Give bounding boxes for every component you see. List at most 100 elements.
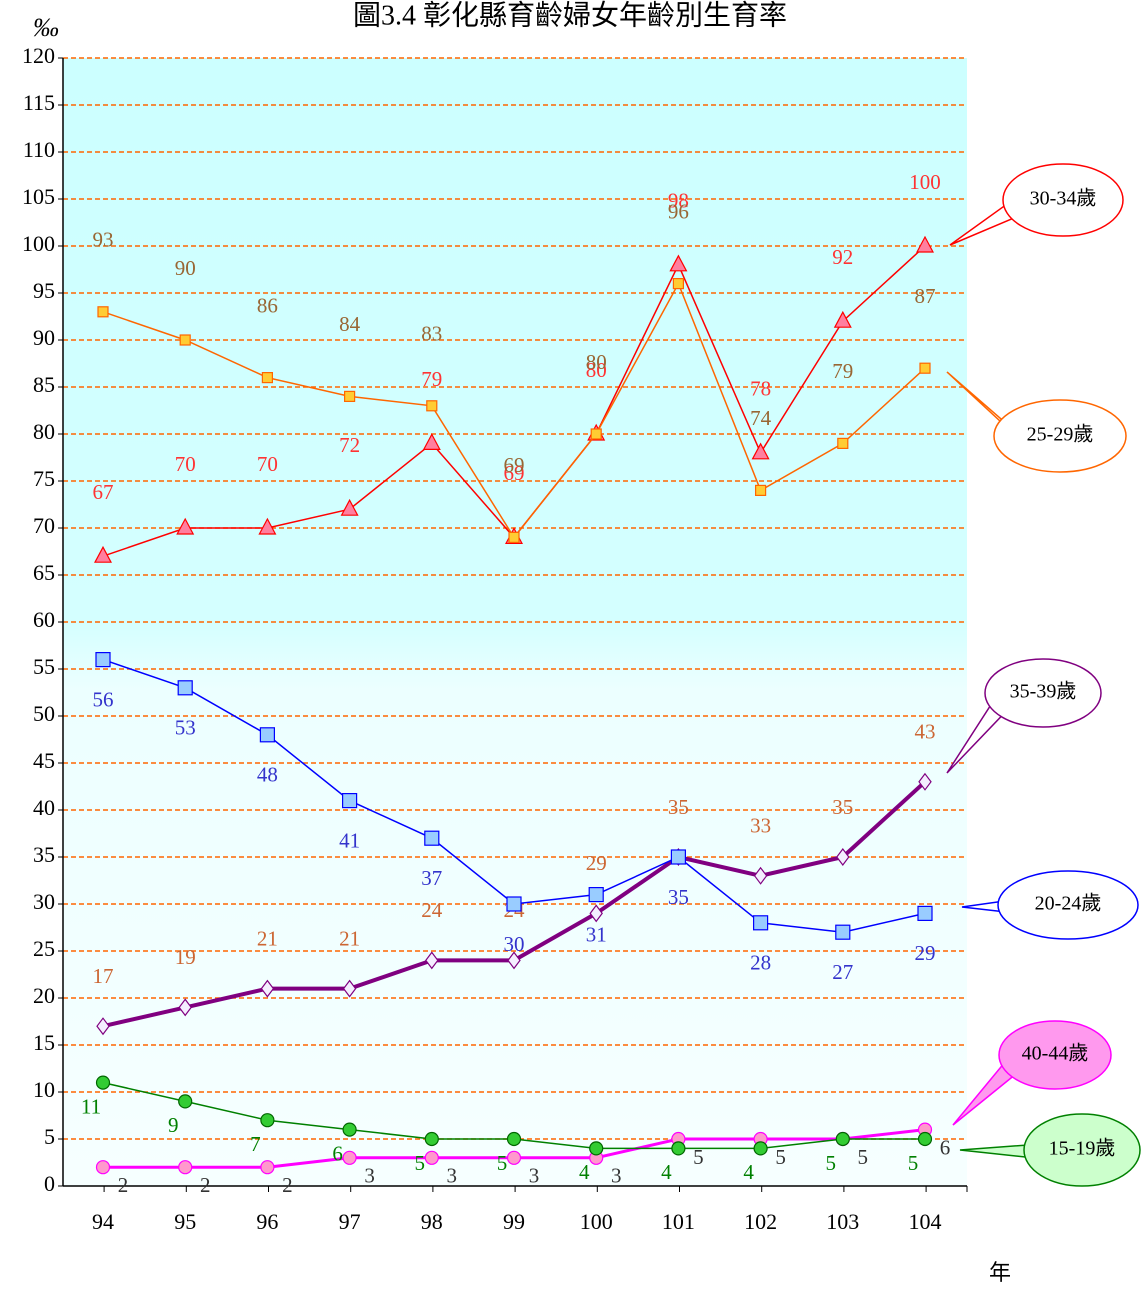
legend-label: 30-34歲 bbox=[1030, 187, 1097, 210]
marker bbox=[97, 306, 109, 318]
data-label: 6 bbox=[332, 1141, 343, 1165]
y-tick-label: 25 bbox=[33, 936, 55, 961]
x-tick-label: 97 bbox=[339, 1209, 361, 1234]
y-tick-label: 10 bbox=[33, 1077, 55, 1102]
y-tick-label: 120 bbox=[22, 43, 55, 68]
data-label: 3 bbox=[529, 1164, 540, 1188]
marker bbox=[340, 498, 359, 516]
legend-callout bbox=[998, 1020, 1112, 1090]
marker bbox=[507, 951, 521, 970]
data-label: 29 bbox=[586, 851, 607, 875]
y-tick-label: 75 bbox=[33, 466, 55, 491]
x-tick-label: 102 bbox=[744, 1209, 777, 1234]
x-tick-label: 101 bbox=[662, 1209, 695, 1234]
marker bbox=[260, 979, 275, 998]
y-tick-label: 70 bbox=[33, 513, 55, 538]
marker bbox=[753, 866, 768, 885]
marker bbox=[342, 792, 358, 809]
data-label: 79 bbox=[421, 367, 442, 391]
marker bbox=[917, 905, 933, 922]
data-label: 69 bbox=[504, 453, 525, 477]
data-label: 4 bbox=[579, 1160, 590, 1184]
data-label: 70 bbox=[175, 452, 196, 476]
y-tick-label: 40 bbox=[33, 795, 55, 820]
data-label: 100 bbox=[909, 170, 941, 194]
marker bbox=[178, 998, 192, 1017]
marker bbox=[917, 1131, 933, 1147]
data-label: 2 bbox=[282, 1173, 293, 1197]
data-label: 37 bbox=[421, 866, 442, 890]
marker bbox=[95, 651, 111, 668]
y-tick-label: 80 bbox=[33, 419, 55, 444]
data-label: 78 bbox=[750, 377, 771, 401]
data-label: 84 bbox=[339, 312, 361, 336]
legend-callout bbox=[997, 870, 1139, 940]
y-tick-label: 15 bbox=[33, 1030, 55, 1055]
data-label: 21 bbox=[257, 926, 278, 950]
marker bbox=[836, 848, 850, 866]
data-label: 92 bbox=[832, 245, 853, 269]
data-label: 28 bbox=[750, 951, 771, 975]
marker bbox=[425, 951, 439, 970]
marker bbox=[177, 680, 193, 696]
y-tick-label: 90 bbox=[33, 325, 55, 350]
data-label: 29 bbox=[915, 941, 936, 965]
data-label: 35 bbox=[832, 795, 853, 819]
data-label: 74 bbox=[750, 406, 772, 430]
data-label: 6 bbox=[940, 1135, 951, 1159]
marker bbox=[589, 1141, 604, 1156]
marker bbox=[833, 310, 852, 328]
legend-label: 35-39歲 bbox=[1010, 680, 1077, 703]
y-tick-label: 100 bbox=[22, 231, 55, 256]
marker bbox=[753, 1141, 768, 1156]
y-tick-label: 45 bbox=[33, 748, 55, 773]
legend-callout bbox=[993, 399, 1127, 473]
marker bbox=[258, 517, 277, 535]
y-axis-label: ‰ bbox=[33, 13, 59, 42]
y-tick-label: 55 bbox=[33, 654, 55, 679]
marker bbox=[751, 442, 770, 460]
marker bbox=[95, 1160, 111, 1175]
data-label: 4 bbox=[743, 1160, 754, 1184]
data-label: 69 bbox=[504, 461, 525, 485]
marker bbox=[342, 1150, 357, 1165]
marker bbox=[506, 1131, 522, 1147]
data-label: 5 bbox=[415, 1151, 426, 1175]
y-tick-label: 110 bbox=[23, 137, 55, 162]
data-label: 5 bbox=[693, 1145, 704, 1169]
y-tick-label: 60 bbox=[33, 607, 55, 632]
marker bbox=[671, 1141, 686, 1156]
marker bbox=[835, 1131, 850, 1147]
marker bbox=[918, 772, 932, 791]
legend-callout bbox=[1002, 163, 1124, 237]
marker bbox=[259, 727, 275, 743]
marker bbox=[508, 531, 520, 544]
y-tick-label: 30 bbox=[33, 889, 55, 914]
marker bbox=[752, 915, 769, 931]
y-tick-label: 5 bbox=[44, 1124, 55, 1149]
marker bbox=[179, 334, 191, 346]
data-label: 79 bbox=[832, 359, 853, 383]
data-label: 98 bbox=[668, 189, 689, 213]
x-tick-label: 98 bbox=[421, 1209, 443, 1234]
x-tick-label: 94 bbox=[92, 1209, 114, 1234]
data-label: 87 bbox=[915, 284, 936, 308]
x-tick-label: 100 bbox=[580, 1209, 613, 1234]
y-tick-label: 0 bbox=[44, 1171, 55, 1196]
y-tick-label: 35 bbox=[33, 842, 55, 867]
data-label: 53 bbox=[175, 716, 196, 740]
data-label: 5 bbox=[775, 1145, 786, 1169]
data-label: 96 bbox=[668, 199, 689, 223]
marker bbox=[260, 1113, 275, 1128]
marker bbox=[916, 235, 934, 253]
legend-label: 40-44歲 bbox=[1022, 1042, 1089, 1065]
marker bbox=[669, 254, 688, 272]
marker bbox=[94, 545, 112, 563]
data-label: 70 bbox=[257, 452, 278, 476]
x-tick-label: 103 bbox=[826, 1209, 859, 1234]
data-label: 2 bbox=[118, 1173, 129, 1197]
marker bbox=[260, 1160, 275, 1175]
data-label: 27 bbox=[832, 960, 853, 984]
legend-callout bbox=[984, 658, 1102, 728]
